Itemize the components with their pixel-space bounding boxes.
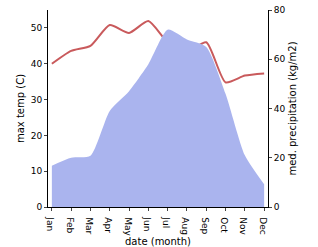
svg-text:60: 60 xyxy=(274,54,286,64)
svg-text:med. precipitation (kg/m2): med. precipitation (kg/m2) xyxy=(287,41,298,175)
svg-text:date (month): date (month) xyxy=(125,236,191,247)
svg-text:0: 0 xyxy=(274,202,280,212)
svg-text:Sep: Sep xyxy=(200,217,210,234)
svg-text:Feb: Feb xyxy=(65,217,75,233)
svg-text:40: 40 xyxy=(274,104,286,114)
svg-text:May: May xyxy=(123,217,133,236)
svg-text:Oct: Oct xyxy=(219,217,229,233)
svg-text:30: 30 xyxy=(31,95,43,105)
svg-text:50: 50 xyxy=(31,23,43,33)
svg-text:40: 40 xyxy=(31,59,43,69)
svg-text:Jun: Jun xyxy=(142,216,152,231)
svg-text:Dec: Dec xyxy=(258,217,268,234)
svg-text:max temp (C): max temp (C) xyxy=(15,74,26,143)
svg-text:Mar: Mar xyxy=(84,217,94,234)
svg-text:Apr: Apr xyxy=(103,217,113,233)
svg-text:Jan: Jan xyxy=(45,216,55,231)
svg-text:Nov: Nov xyxy=(238,217,248,235)
svg-text:20: 20 xyxy=(31,131,43,141)
svg-text:0: 0 xyxy=(36,202,42,212)
svg-text:80: 80 xyxy=(274,5,286,15)
svg-text:Aug: Aug xyxy=(180,217,190,235)
svg-text:10: 10 xyxy=(31,166,43,176)
svg-text:20: 20 xyxy=(274,153,286,163)
svg-text:Jul: Jul xyxy=(161,216,171,228)
